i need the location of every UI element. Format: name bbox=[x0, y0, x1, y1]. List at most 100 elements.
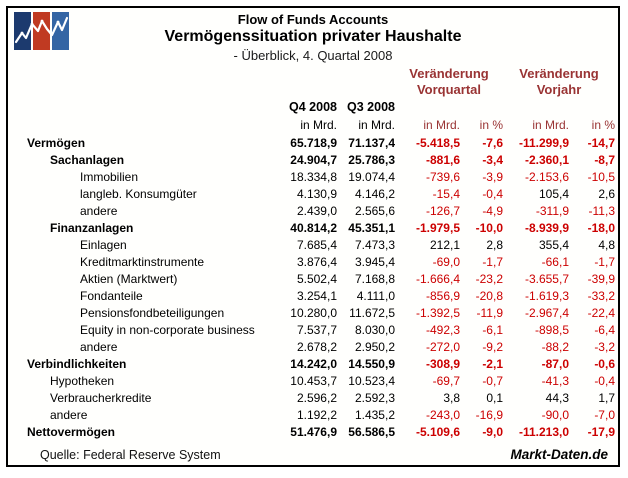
cell-value: 3.254,1 bbox=[296, 288, 337, 303]
cell-value: -3,2 bbox=[594, 339, 615, 354]
row-label: Verbindlichkeiten bbox=[27, 356, 127, 371]
cell-value: -88,2 bbox=[541, 339, 569, 354]
outer-frame: Flow of Funds Accounts Vermögenssituatio… bbox=[6, 6, 620, 467]
cell-value: -126,7 bbox=[425, 203, 460, 218]
cell-value: -8.939,9 bbox=[524, 220, 569, 235]
report-header: Flow of Funds Accounts Vermögenssituatio… bbox=[8, 12, 618, 64]
cell-value: 11.672,5 bbox=[349, 305, 395, 320]
table-row: langleb. Konsumgüter 4.130,9 4.146,2 -15,4… bbox=[22, 185, 615, 202]
cell-value: -87,0 bbox=[541, 356, 569, 371]
report-subtitle: - Überblick, 4. Quartal 2008 bbox=[233, 48, 393, 63]
cell-value: 355,4 bbox=[538, 237, 569, 252]
cell-value: 51.476,9 bbox=[290, 424, 337, 439]
cell-value: -41,3 bbox=[541, 373, 569, 388]
cell-value: -17,9 bbox=[587, 424, 615, 439]
cell-value: 7.685,4 bbox=[296, 237, 337, 252]
row-label: Sachanlagen bbox=[50, 152, 125, 167]
cell-value: 10.280,0 bbox=[290, 305, 337, 320]
cell-value: -272,0 bbox=[425, 339, 460, 354]
row-label: Immobilien bbox=[80, 169, 139, 184]
col-header-q3-2008: Q3 2008 bbox=[347, 99, 395, 114]
cell-value: -3,9 bbox=[482, 169, 503, 184]
cell-value: 44,3 bbox=[545, 390, 569, 405]
cell-value: -9,0 bbox=[482, 424, 503, 439]
row-label: Einlagen bbox=[80, 237, 127, 252]
row-label: andere bbox=[50, 407, 88, 422]
cell-value: 10.453,7 bbox=[290, 373, 337, 388]
table-row: Immobilien 18.334,8 19.074,4 -739,6 -3,9 -2.… bbox=[22, 168, 615, 185]
unit-header-row: in Mrd. in Mrd. in Mrd. in % in Mrd. in … bbox=[22, 116, 615, 134]
cell-value: 25.786,3 bbox=[348, 152, 395, 167]
row-label: andere bbox=[80, 339, 118, 354]
cell-value: 14.550,9 bbox=[348, 356, 395, 371]
table-row: Finanzanlagen 40.814,2 45.351,1 -1.979,5 -1… bbox=[22, 219, 615, 236]
cell-value: 0,1 bbox=[486, 390, 503, 405]
cell-value: 65.718,9 bbox=[290, 135, 337, 150]
cell-value: -0,4 bbox=[482, 186, 503, 201]
table-row: Kreditmarktinstrumente 3.876,4 3.945,4 -69… bbox=[22, 253, 615, 270]
cell-value: -6,1 bbox=[482, 322, 503, 337]
cell-value: 1.192,2 bbox=[296, 407, 337, 422]
cell-value: -18,0 bbox=[587, 220, 615, 235]
cell-value: -20,8 bbox=[475, 288, 503, 303]
cell-value: 4,8 bbox=[598, 237, 615, 252]
cell-value: -10,0 bbox=[475, 220, 503, 235]
table-row: Sachanlagen 24.904,7 25.786,3 -881,6 -3,4 -2… bbox=[22, 151, 615, 168]
cell-value: 105,4 bbox=[538, 186, 569, 201]
cell-value: 40.814,2 bbox=[290, 220, 337, 235]
cell-value: -22,4 bbox=[587, 305, 615, 320]
cell-value: 10.523,4 bbox=[348, 373, 395, 388]
cell-value: 45.351,1 bbox=[348, 220, 395, 235]
cell-value: 4.146,2 bbox=[354, 186, 395, 201]
row-label: langleb. Konsumgüter bbox=[80, 186, 197, 201]
cell-value: -33,2 bbox=[587, 288, 615, 303]
cell-value: 2.565,6 bbox=[354, 203, 395, 218]
table-row: Vermögen 65.718,9 71.137,4 -5.418,5 -7,6 -11… bbox=[22, 134, 615, 151]
table-row: Pensionsfondbeteiligungen 10.280,0 11.672… bbox=[22, 304, 615, 321]
cell-value: 4.111,0 bbox=[356, 288, 395, 303]
unit-header: in Mrd. bbox=[532, 118, 569, 132]
period-header-row: Q4 2008 Q3 2008 bbox=[22, 97, 615, 116]
cell-value: 7.537,7 bbox=[296, 322, 337, 337]
cell-value: 7.168,8 bbox=[354, 271, 395, 286]
cell-value: 1.435,2 bbox=[354, 407, 395, 422]
unit-header: in % bbox=[479, 118, 503, 132]
col-header-q4-2008: Q4 2008 bbox=[289, 99, 337, 114]
row-label: andere bbox=[80, 203, 118, 218]
cell-value: 212,1 bbox=[429, 237, 460, 252]
table-row: Hypotheken 10.453,7 10.523,4 -69,7 -0,7 -41,… bbox=[22, 372, 615, 389]
cell-value: -11.213,0 bbox=[518, 424, 569, 439]
cell-value: 3,8 bbox=[443, 390, 460, 405]
cell-value: -16,9 bbox=[475, 407, 503, 422]
change-vorjahr-title: Veränderung bbox=[519, 65, 599, 81]
data-table-wrapper: Veränderung Veränderung Vorquartal Vorja… bbox=[22, 65, 615, 440]
unit-header: in Mrd. bbox=[423, 118, 460, 132]
cell-value: -1,7 bbox=[594, 254, 615, 269]
data-table: Veränderung Veränderung Vorquartal Vorja… bbox=[22, 65, 615, 440]
cell-value: -6,4 bbox=[594, 322, 615, 337]
cell-value: -23,2 bbox=[475, 271, 503, 286]
table-row: Verbraucherkredite 2.596,2 2.592,3 3,8 0,1 4… bbox=[22, 389, 615, 406]
cell-value: 2.950,2 bbox=[354, 339, 395, 354]
unit-header: in % bbox=[591, 118, 615, 132]
cell-value: -492,3 bbox=[425, 322, 460, 337]
cell-value: -10,5 bbox=[587, 169, 615, 184]
cell-value: -0,4 bbox=[594, 373, 615, 388]
cell-value: -5.109,6 bbox=[415, 424, 460, 439]
cell-value: -69,7 bbox=[432, 373, 460, 388]
cell-value: -39,9 bbox=[587, 271, 615, 286]
cell-value: -243,0 bbox=[425, 407, 460, 422]
cell-value: 4.130,9 bbox=[296, 186, 337, 201]
cell-value: -856,9 bbox=[425, 288, 460, 303]
cell-value: -3,4 bbox=[482, 152, 503, 167]
table-row: Einlagen 7.685,4 7.473,3 212,1 2,8 355,4 4,8 bbox=[22, 236, 615, 253]
cell-value: -1,7 bbox=[482, 254, 503, 269]
cell-value: -3.655,7 bbox=[524, 271, 569, 286]
cell-value: -311,9 bbox=[535, 203, 569, 218]
table-row: Verbindlichkeiten 14.242,0 14.550,9 -308,9… bbox=[22, 355, 615, 372]
cell-value: -7,6 bbox=[482, 135, 503, 150]
cell-value: 2.592,3 bbox=[354, 390, 395, 405]
table-row: Aktien (Marktwert) 5.502,4 7.168,8 -1.666,… bbox=[22, 270, 615, 287]
cell-value: -2.360,1 bbox=[524, 152, 569, 167]
cell-value: -15,4 bbox=[432, 186, 460, 201]
